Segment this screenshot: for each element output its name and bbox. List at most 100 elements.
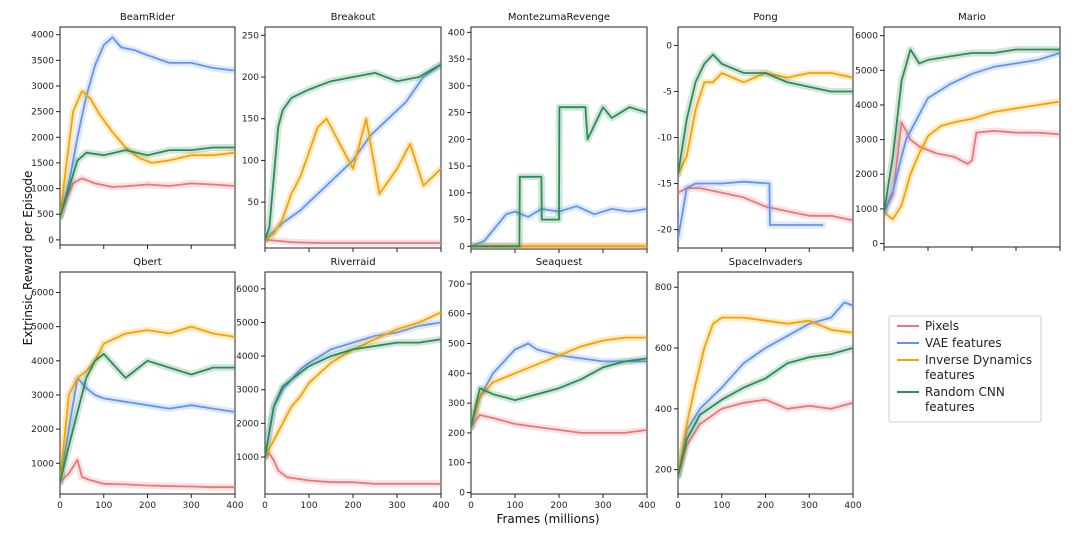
y-tick-label: 4000	[855, 101, 878, 111]
panel-title: Seaquest	[536, 257, 583, 268]
series-line-pixels	[678, 187, 853, 222]
panel-mario: Mario 0 1000 2000 3000 4000 5000 6000	[855, 12, 1061, 251]
series-line-pixels	[265, 238, 441, 244]
y-tick-label: 3000	[855, 136, 878, 146]
x-tick-label: 400	[844, 501, 861, 511]
y-tick-label: 2000	[31, 425, 54, 435]
series-line-random-cnn-features	[265, 63, 441, 241]
y-tick-label: 600	[448, 310, 465, 320]
y-tick-label: 4000	[236, 352, 259, 362]
legend-item: Pixels	[897, 319, 959, 333]
series-line-vae-features	[60, 376, 235, 483]
y-tick-label: 6000	[855, 32, 878, 42]
x-tick-label: 300	[183, 501, 200, 511]
panel-beamrider: BeamRider 0 500 1000 1500 2000 2500 3000 3500 400…	[31, 12, 236, 249]
series-line-vae-features	[678, 180, 824, 240]
x-tick-label: 0	[262, 501, 268, 511]
y-tick-label: 500	[448, 340, 465, 350]
panel-riverraid: Riverraid 1000 2000 3000 4000 5000 6000 0 100 200…	[236, 257, 450, 511]
y-tick-label: 5000	[855, 66, 878, 76]
y-tick-label: 1000	[31, 185, 54, 195]
series-line-inverse-dynamics-features	[60, 90, 235, 218]
plot-area	[471, 334, 647, 437]
y-tick-label: 800	[655, 283, 672, 293]
panel-title: BeamRider	[120, 12, 176, 23]
y-tick-label: 3000	[31, 82, 54, 92]
y-tick-label: 200	[242, 73, 259, 83]
y-tick-label: 4000	[31, 31, 54, 41]
series-line-pixels	[60, 458, 235, 489]
y-tick-label: 6000	[236, 285, 259, 295]
legend-label: VAE features	[925, 336, 1002, 350]
legend-label: features	[925, 368, 975, 382]
y-tick-label: 400	[448, 369, 465, 379]
series-line-inverse-dynamics-features	[884, 100, 1060, 221]
x-tick-label: 100	[713, 501, 730, 511]
legend-label: Inverse Dynamics	[925, 353, 1032, 367]
y-tick-label: -10	[657, 134, 672, 144]
y-tick-label: -20	[657, 226, 672, 236]
y-tick-label: -15	[657, 180, 672, 190]
y-tick-label: 200	[448, 135, 465, 145]
y-tick-label: 400	[655, 405, 672, 415]
series-line-random-cnn-features	[678, 347, 853, 477]
series-line-pixels	[265, 452, 441, 485]
x-tick-label: 100	[95, 501, 112, 511]
series-line-pixels	[60, 177, 235, 218]
y-tick-label: 1000	[236, 453, 259, 463]
x-tick-label: 300	[801, 501, 818, 511]
series-line-inverse-dynamics-features	[678, 72, 853, 176]
series-line-random-cnn-features	[678, 53, 853, 176]
panel-pong: Pong -20 -15 -10 -5 0	[657, 12, 854, 252]
series-line-random-cnn-features	[60, 353, 235, 483]
y-tick-label: 0	[48, 236, 54, 246]
panel-seaquest: Seaquest 0 100 200 300 400 500 600 700 0 100 200 300…	[448, 257, 656, 511]
series-line-inverse-dynamics-features	[678, 316, 853, 477]
panel-frame	[59, 271, 236, 495]
series-line-pixels	[884, 121, 1060, 214]
y-tick-label: 1500	[31, 159, 54, 169]
panel-frame	[677, 271, 854, 495]
panel-title: MontezumaRevenge	[508, 12, 610, 23]
x-tick-label: 200	[344, 501, 361, 511]
panel-qbert: Qbert 1000 2000 3000 4000 5000 6000 0 100 200 300 4…	[31, 257, 244, 511]
panel-breakout: Breakout 50 100 150 200 250	[242, 12, 442, 252]
y-tick-label: 5000	[236, 318, 259, 328]
panel-frame	[677, 26, 854, 249]
legend-label: Pixels	[925, 319, 959, 333]
series-line-random-cnn-features	[265, 338, 441, 458]
series-line-vae-features	[265, 63, 441, 241]
y-tick-label: 2500	[31, 108, 54, 118]
panel-frame	[59, 26, 236, 246]
panel-title: Mario	[958, 12, 986, 23]
y-tick-label: 1000	[31, 459, 54, 469]
series-line-inverse-dynamics-features	[60, 325, 235, 483]
series-line-inverse-dynamics-features	[265, 117, 441, 241]
panel-spaceinvaders: SpaceInvaders 200 400 600 800 0 100 200 300 400	[655, 257, 862, 511]
x-tick-label: 300	[388, 501, 405, 511]
y-tick-label: 3000	[236, 386, 259, 396]
panels: BeamRider0500100015002000250030003500400…	[31, 12, 1061, 511]
plot-area	[678, 51, 853, 243]
x-tick-label: 0	[468, 501, 474, 511]
series-line-random-cnn-features	[884, 48, 1060, 214]
y-tick-label: 50	[454, 216, 466, 226]
y-tick-label: 250	[242, 31, 259, 41]
panel-title: Qbert	[133, 257, 161, 268]
y-tick-label: 1000	[855, 205, 878, 215]
plot-area	[265, 308, 441, 488]
x-tick-label: 400	[226, 501, 243, 511]
x-tick-label: 200	[757, 501, 774, 511]
plot-area	[60, 323, 235, 491]
plot-area	[471, 103, 647, 249]
legend-label: features	[925, 400, 975, 414]
x-tick-label: 200	[139, 501, 156, 511]
y-tick-label: 5000	[31, 323, 54, 333]
y-tick-label: 400	[448, 28, 465, 38]
panel-frame	[883, 26, 1061, 248]
x-tick-label: 100	[300, 501, 317, 511]
series-line-pixels	[471, 414, 647, 434]
y-tick-label: 4000	[31, 357, 54, 367]
